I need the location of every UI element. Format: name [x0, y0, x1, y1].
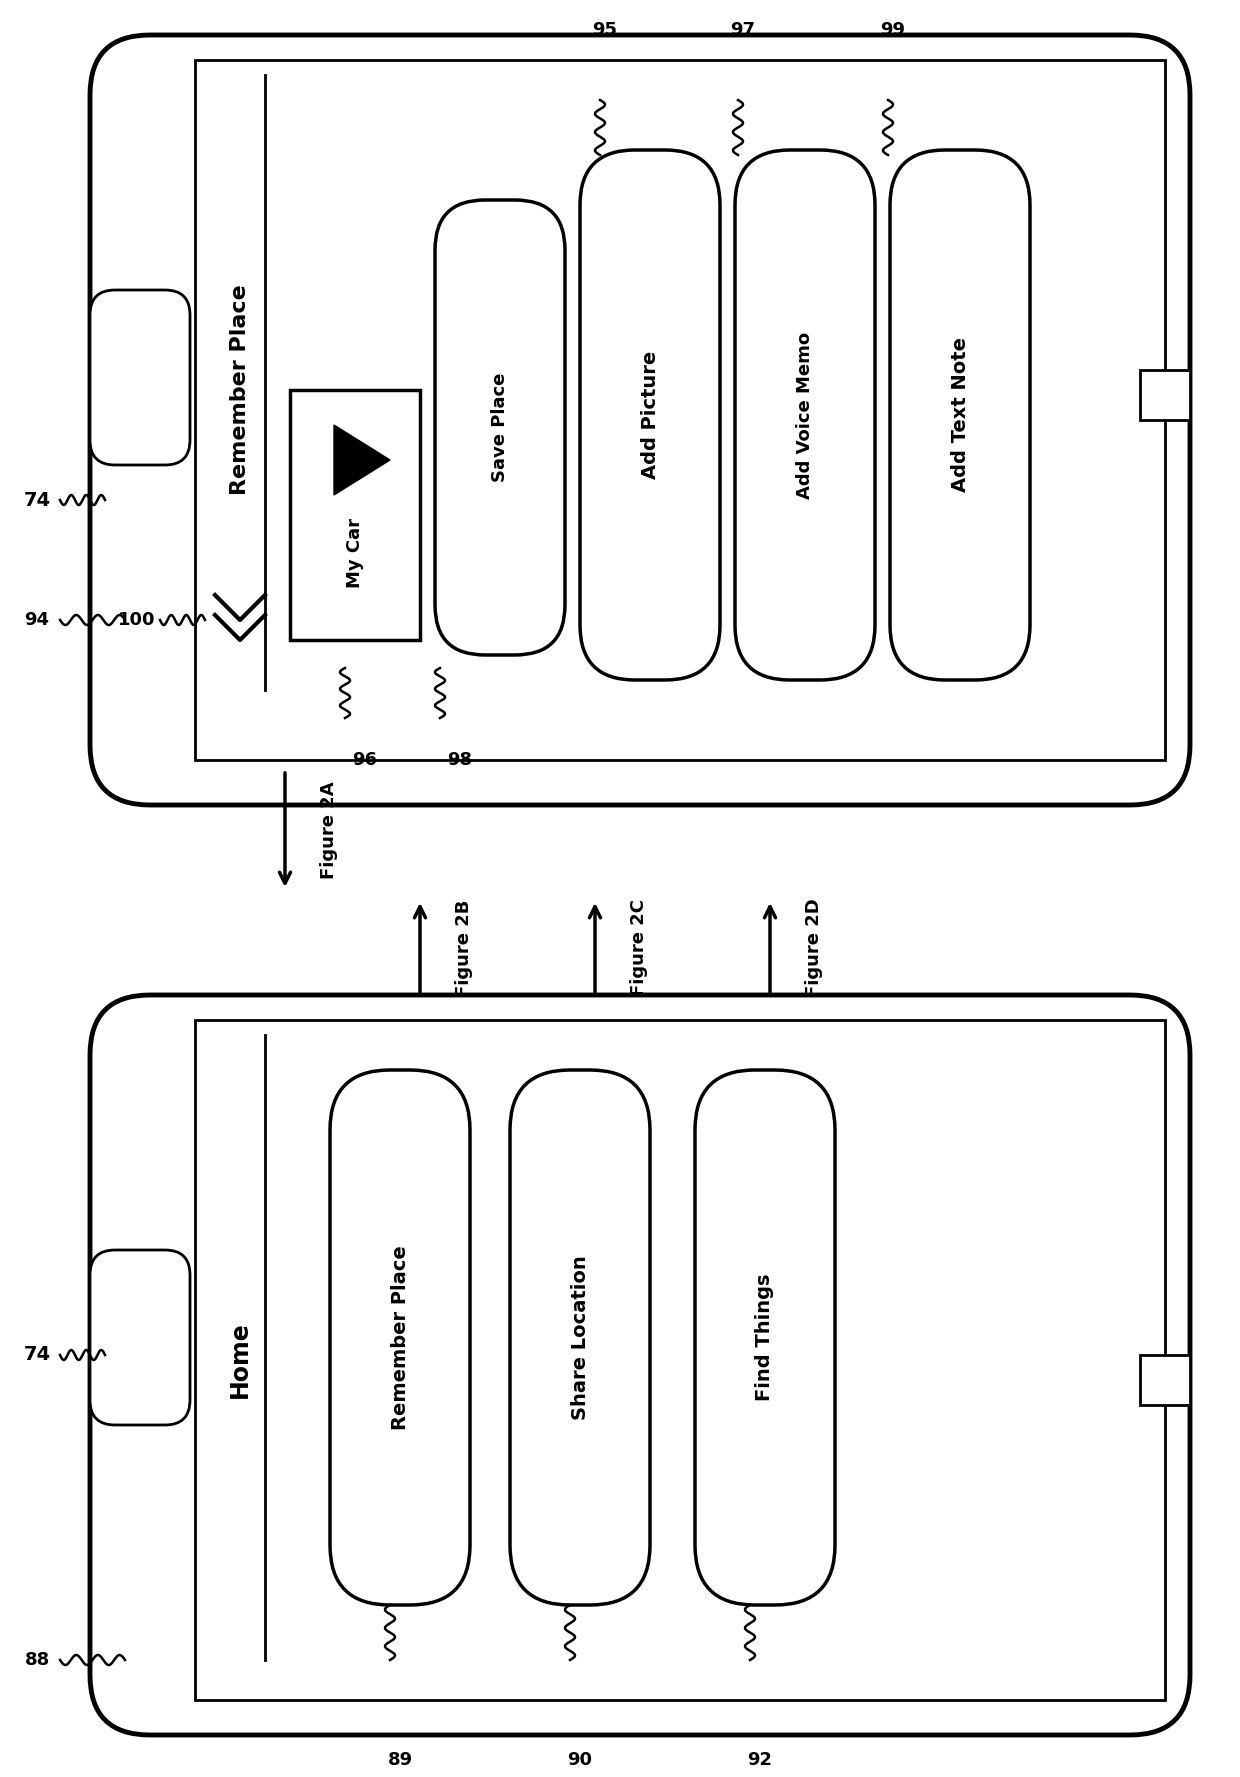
Text: Home: Home [228, 1322, 252, 1398]
FancyBboxPatch shape [890, 149, 1030, 681]
FancyBboxPatch shape [330, 1070, 470, 1605]
Text: 74: 74 [24, 490, 51, 510]
Bar [195, 1020, 1166, 1701]
Text: Figure 2D: Figure 2D [805, 899, 823, 997]
Text: Add Picture: Add Picture [641, 350, 660, 480]
FancyBboxPatch shape [435, 201, 565, 656]
FancyBboxPatch shape [735, 149, 875, 681]
Text: 100: 100 [118, 611, 156, 629]
Polygon shape [334, 425, 391, 496]
FancyBboxPatch shape [91, 36, 1190, 805]
FancyBboxPatch shape [694, 1070, 835, 1605]
Bar [1140, 1356, 1190, 1406]
Text: 90: 90 [568, 1750, 593, 1768]
Text: My Car: My Car [346, 517, 365, 588]
Text: Figure 2A: Figure 2A [320, 782, 339, 880]
Bar [195, 60, 1166, 761]
FancyBboxPatch shape [91, 995, 1190, 1734]
Text: Figure 2C: Figure 2C [630, 899, 649, 997]
Text: 92: 92 [748, 1750, 773, 1768]
FancyBboxPatch shape [91, 1249, 190, 1425]
Bar [1140, 370, 1190, 419]
Text: 94: 94 [25, 611, 50, 629]
FancyBboxPatch shape [91, 290, 190, 466]
Text: 97: 97 [730, 21, 755, 39]
Text: 96: 96 [352, 752, 377, 769]
FancyBboxPatch shape [510, 1070, 650, 1605]
Text: Remember Place: Remember Place [229, 284, 250, 496]
Text: Remember Place: Remember Place [391, 1246, 409, 1430]
Text: Save Place: Save Place [491, 373, 508, 482]
Text: 98: 98 [448, 752, 472, 769]
Text: 99: 99 [880, 21, 905, 39]
FancyBboxPatch shape [580, 149, 720, 681]
Text: Figure 2B: Figure 2B [455, 899, 472, 997]
Text: 88: 88 [25, 1651, 50, 1669]
Text: Find Things: Find Things [755, 1274, 775, 1402]
Text: Share Location: Share Location [570, 1255, 589, 1420]
Text: 95: 95 [593, 21, 618, 39]
Text: 89: 89 [387, 1750, 413, 1768]
Text: Add Voice Memo: Add Voice Memo [796, 332, 813, 499]
Text: 74: 74 [24, 1345, 51, 1365]
Text: Add Text Note: Add Text Note [951, 338, 970, 492]
Bar [290, 389, 420, 640]
